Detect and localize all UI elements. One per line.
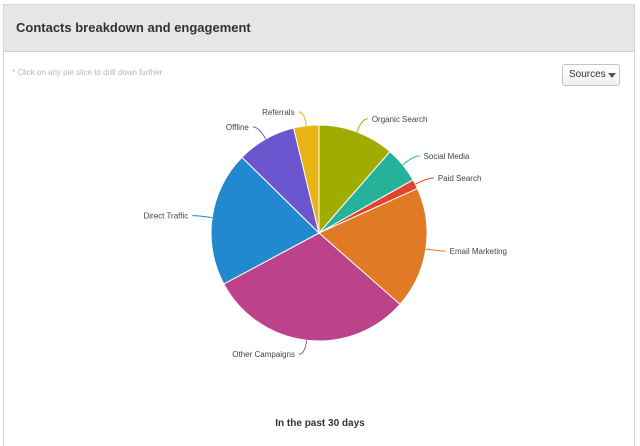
pie-label-paid-search: Paid Search [438,174,482,183]
pie-label-organic-search: Organic Search [372,115,428,124]
drill-down-hint: * Click on any pie slice to drill down f… [12,68,163,77]
sources-dropdown[interactable]: Sources [562,64,620,86]
pie-connector-direct-traffic [192,215,213,219]
pie-connector-referrals [298,111,307,126]
pie-connector-social-media [402,155,420,166]
pie-connector-paid-search [415,177,434,185]
panel-title: Contacts breakdown and engagement [16,20,251,35]
pie-label-social-media: Social Media [424,152,470,161]
pie-connector-email-marketing [425,248,446,252]
pie-slice-email-marketing[interactable] [318,187,428,306]
pie-label-direct-traffic: Direct Traffic [143,212,188,221]
pie-label-email-marketing: Email Marketing [450,247,507,256]
panel-header: Contacts breakdown and engagement [4,5,634,52]
contacts-panel: Contacts breakdown and engagement [3,4,635,446]
dropdown-selected-value: Sources [569,69,606,80]
chevron-down-icon [608,73,616,78]
pie-label-referrals: Referrals [262,108,294,117]
pie-slice-organic-search[interactable] [318,124,391,235]
pie-label-other-campaigns: Other Campaigns [232,350,295,359]
pie-connector-other-campaigns [298,340,308,355]
chart-footer: In the past 30 days [275,418,365,429]
pie-connector-offline [252,126,267,140]
pie-label-offline: Offline [226,123,250,132]
pie-slice-other-campaigns[interactable] [223,232,401,342]
pie-connector-organic-search [356,118,368,133]
